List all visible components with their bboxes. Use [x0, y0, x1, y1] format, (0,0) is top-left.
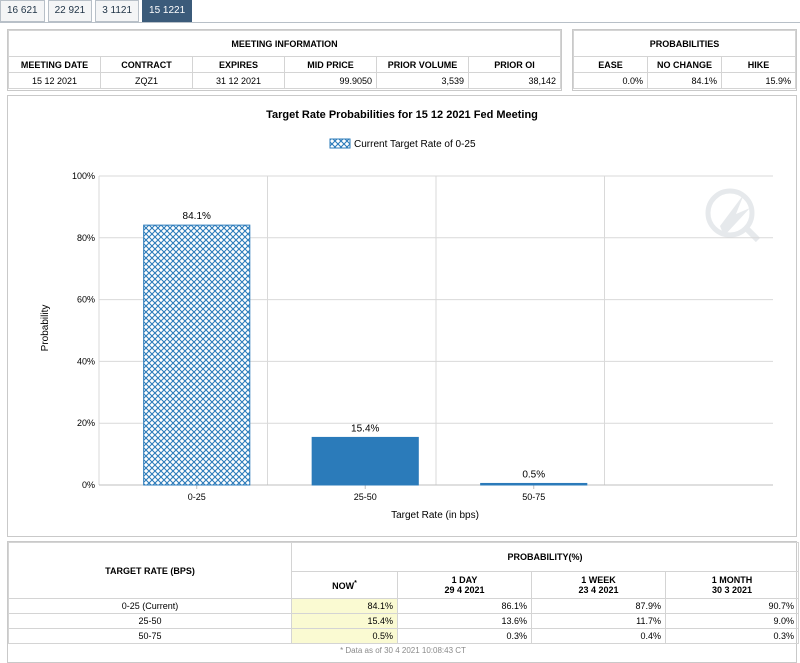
period-now-label: NOW: [332, 580, 355, 591]
value-cell: 9.0%: [665, 613, 799, 629]
meeting-date-value: 15 12 2021: [8, 72, 101, 89]
target-rate-probability-table: TARGET RATE (BPS) PROBABILITY(%) NOW* 1 …: [8, 542, 799, 644]
bar-value-label: 0.5%: [522, 469, 545, 480]
table-row: 50-75 0.5% 0.3% 0.4% 0.3%: [8, 628, 799, 644]
period-1-month-date: 30 3 2021: [711, 585, 753, 595]
header-meeting-date: MEETING DATE: [8, 56, 101, 73]
tabs-divider: [0, 22, 800, 23]
bar-0-25[interactable]: [143, 224, 251, 486]
header-hike: HIKE: [721, 56, 796, 73]
period-1-month: 1 MONTH 30 3 2021: [665, 571, 799, 599]
header-prior-oi: PRIOR OI: [468, 56, 561, 73]
y-tick-label: 40%: [77, 356, 95, 366]
target-rate-probability-panel: TARGET RATE (BPS) PROBABILITY(%) NOW* 1 …: [7, 541, 799, 663]
y-tick-label: 100%: [72, 171, 95, 181]
tab-22-921[interactable]: 22 921: [47, 0, 93, 22]
mid-price-value: 99.9050: [284, 72, 377, 89]
rate-cell: 0-25 (Current): [8, 598, 292, 614]
period-now-marker: *: [354, 579, 357, 587]
value-cell-now: 84.1%: [291, 598, 398, 614]
rate-cell: 50-75: [8, 628, 292, 644]
chart-legend[interactable]: Current Target Rate of 0-25: [329, 138, 476, 150]
value-cell: 90.7%: [665, 598, 799, 614]
tab-16-621[interactable]: 16 621: [0, 0, 45, 22]
period-1-day-date: 29 4 2021: [444, 585, 485, 595]
meeting-information-panel: MEETING INFORMATION MEETING DATE CONTRAC…: [7, 29, 562, 91]
tab-15-1221[interactable]: 15 1221: [142, 0, 193, 22]
chart-labels: 0% 20% 40% 60% 80% 100% 84.1% 0-25 15.4% 25-50 0.5…: [72, 171, 545, 502]
meeting-tabs: 16 621 22 921 3 1121 15 1221: [0, 0, 195, 24]
value-cell-now: 15.4%: [291, 613, 398, 629]
hike-value: 15.9%: [721, 72, 796, 89]
table-row: 0-25 (Current) 84.1% 86.1% 87.9% 90.7%: [8, 598, 799, 614]
header-ease: EASE: [573, 56, 648, 73]
chart-panel: Target Rate Probabilities for 15 12 2021…: [7, 95, 797, 537]
data-timestamp-note: * Data as of 30 4 2021 10:08:43 CT: [340, 646, 466, 655]
x-tick-label: 0-25: [188, 492, 206, 502]
probabilities-title: PROBABILITIES: [573, 30, 796, 57]
header-contract: CONTRACT: [100, 56, 193, 73]
target-rate-chart: Target Rate Probabilities for 15 12 2021…: [40, 109, 773, 521]
probabilities-panel: PROBABILITIES EASE NO CHANGE HIKE 0.0% 8…: [572, 29, 797, 91]
value-cell: 0.3%: [397, 628, 532, 644]
y-tick-label: 80%: [77, 233, 95, 243]
contract-value: ZQZ1: [100, 72, 193, 89]
value-cell: 0.3%: [665, 628, 799, 644]
expires-value: 31 12 2021: [192, 72, 285, 89]
value-cell: 11.7%: [531, 613, 666, 629]
period-now: NOW*: [291, 571, 398, 599]
period-1-week-date: 23 4 2021: [578, 585, 619, 595]
y-tick-label: 20%: [77, 418, 95, 428]
meeting-information-table: MEETING INFORMATION MEETING DATE CONTRAC…: [8, 30, 561, 89]
header-prior-volume: PRIOR VOLUME: [376, 56, 469, 73]
legend-label: Current Target Rate of 0-25: [354, 139, 476, 150]
period-1-month-label: 1 MONTH: [711, 575, 753, 585]
value-cell-now: 0.5%: [291, 628, 398, 644]
value-cell: 87.9%: [531, 598, 666, 614]
value-cell: 0.4%: [531, 628, 666, 644]
prior-volume-value: 3,539: [376, 72, 469, 89]
header-mid-price: MID PRICE: [284, 56, 377, 73]
watermark-logo-icon: [705, 188, 761, 243]
table-row: 25-50 15.4% 13.6% 11.7% 9.0%: [8, 613, 799, 629]
header-expires: EXPIRES: [192, 56, 285, 73]
target-rate-header: TARGET RATE (BPS): [8, 542, 292, 599]
legend-swatch: [329, 138, 351, 149]
chart-bars: [143, 224, 588, 486]
period-1-week: 1 WEEK 23 4 2021: [531, 571, 666, 599]
x-axis-label: Target Rate (in bps): [391, 510, 479, 521]
bar-value-label: 84.1%: [183, 211, 211, 222]
no-change-value: 84.1%: [647, 72, 722, 89]
bar-25-50[interactable]: [311, 436, 419, 486]
period-1-week-label: 1 WEEK: [581, 575, 616, 585]
bar-50-75[interactable]: [480, 482, 588, 486]
probability-header: PROBABILITY(%): [291, 542, 799, 572]
chart-title: Target Rate Probabilities for 15 12 2021…: [266, 109, 538, 121]
rate-cell: 25-50: [8, 613, 292, 629]
tab-3-1121[interactable]: 3 1121: [95, 0, 140, 22]
period-1-day: 1 DAY 29 4 2021: [397, 571, 532, 599]
x-tick-label: 50-75: [522, 492, 545, 502]
header-no-change: NO CHANGE: [647, 56, 722, 73]
value-cell: 86.1%: [397, 598, 532, 614]
y-axis-label: Probability: [40, 305, 51, 352]
y-tick-label: 0%: [82, 480, 95, 490]
prior-oi-value: 38,142: [468, 72, 561, 89]
value-cell: 13.6%: [397, 613, 532, 629]
period-1-day-label: 1 DAY: [451, 575, 478, 585]
y-tick-label: 60%: [77, 295, 95, 305]
ease-value: 0.0%: [573, 72, 648, 89]
meeting-information-title: MEETING INFORMATION: [8, 30, 561, 57]
bar-value-label: 15.4%: [351, 423, 379, 434]
x-tick-label: 25-50: [354, 492, 377, 502]
probabilities-table: PROBABILITIES EASE NO CHANGE HIKE 0.0% 8…: [573, 30, 796, 89]
